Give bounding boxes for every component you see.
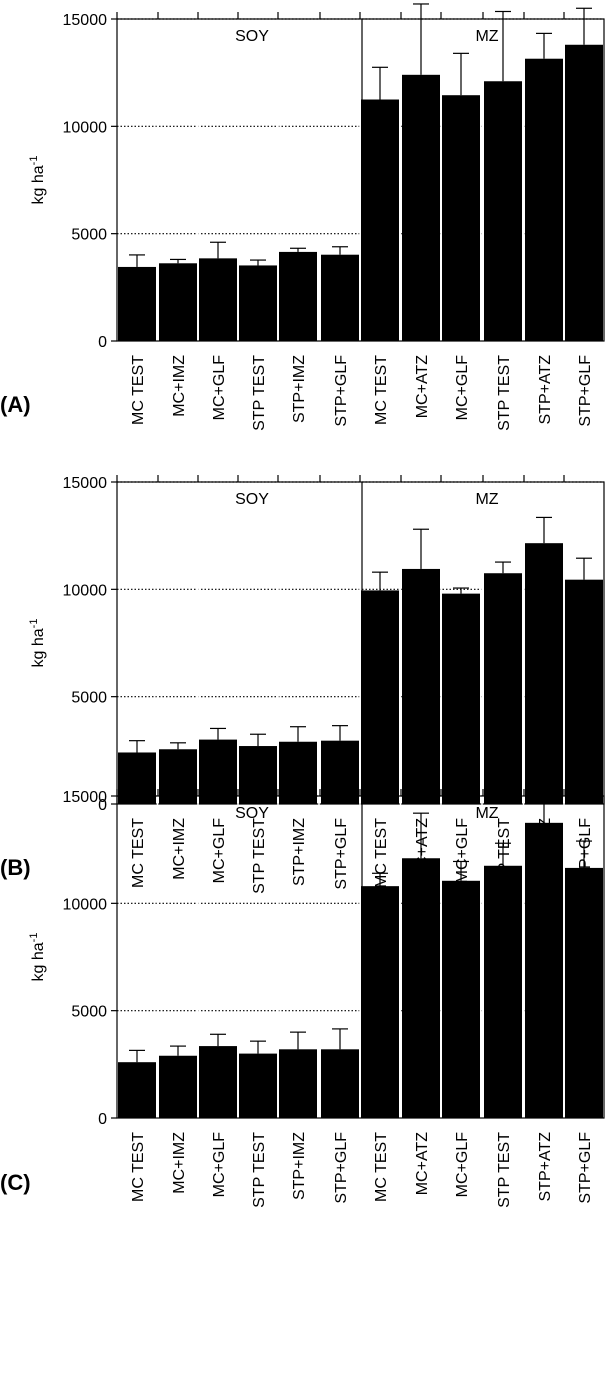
y-tick-label: 10000	[63, 896, 108, 913]
category-label: MC+GLF	[454, 1132, 471, 1198]
category-label: STP+GLF	[333, 355, 350, 427]
bar	[442, 593, 480, 804]
y-axis-label: kg ha-1	[28, 156, 47, 205]
bar	[565, 867, 603, 1118]
y-tick-label: 15000	[63, 789, 108, 806]
bar	[565, 44, 603, 341]
y-axis-label-text: kg ha	[30, 165, 47, 204]
group-label-soy: SOY	[235, 491, 269, 508]
bar	[239, 265, 277, 341]
bar	[525, 822, 563, 1118]
bar	[199, 258, 237, 341]
category-label: MC+ATZ	[414, 1132, 431, 1195]
bar	[361, 590, 399, 804]
y-tick-label: 0	[98, 334, 107, 351]
bar	[118, 1062, 156, 1118]
y-tick-label: 5000	[71, 1004, 107, 1021]
y-tick-label: 15000	[63, 12, 108, 29]
bar	[484, 573, 522, 804]
y-tick-label: 0	[98, 1111, 107, 1128]
category-label: MC+IMZ	[171, 818, 188, 880]
group-label-soy: SOY	[235, 805, 269, 822]
category-label: STP+ATZ	[537, 1132, 554, 1202]
category-label: STP TEST	[251, 355, 268, 431]
category-label: STP+GLF	[577, 355, 594, 427]
bar	[199, 739, 237, 804]
y-axis-label-text: kg ha	[30, 942, 47, 981]
y-axis-label: kg ha-1	[28, 933, 47, 982]
bar	[239, 1053, 277, 1118]
y-axis-label-superscript: -1	[28, 619, 40, 629]
bar	[321, 254, 359, 341]
y-axis-label-superscript: -1	[28, 156, 40, 166]
group-label-mz: MZ	[475, 28, 498, 45]
bar	[199, 1046, 237, 1118]
category-label: STP+ATZ	[537, 355, 554, 425]
category-label: MC+GLF	[211, 818, 228, 884]
bar	[279, 741, 317, 804]
panel-label: (A)	[0, 392, 31, 417]
category-label: STP TEST	[496, 1132, 513, 1208]
bar	[525, 543, 563, 804]
bar	[402, 568, 440, 804]
y-tick-label: 5000	[71, 690, 107, 707]
bar	[321, 1049, 359, 1118]
group-label-mz: MZ	[475, 491, 498, 508]
y-axis-label-text: kg ha	[30, 628, 47, 667]
bar	[361, 99, 399, 341]
bar	[279, 1049, 317, 1118]
bar	[402, 74, 440, 342]
category-label: STP+IMZ	[291, 818, 308, 886]
category-label: MC+GLF	[211, 355, 228, 421]
bar	[402, 858, 440, 1118]
bar	[484, 81, 522, 342]
bar	[565, 579, 603, 804]
category-label: MC+IMZ	[171, 1132, 188, 1194]
y-tick-label: 15000	[63, 475, 108, 492]
bar	[442, 880, 480, 1118]
panel-label: (C)	[0, 1170, 31, 1195]
category-label: MC TEST	[130, 818, 147, 888]
category-label: MC+GLF	[211, 1132, 228, 1198]
category-label: MC TEST	[373, 355, 390, 425]
category-label: MC+GLF	[454, 355, 471, 421]
y-axis-label: kg ha-1	[28, 619, 47, 668]
bar	[159, 263, 197, 341]
bar	[118, 266, 156, 341]
bar	[159, 749, 197, 804]
category-label: STP TEST	[496, 355, 513, 431]
bar	[525, 58, 563, 342]
category-label: STP TEST	[251, 1132, 268, 1208]
y-tick-label: 10000	[63, 119, 108, 136]
panel-label: (B)	[0, 855, 31, 880]
bar	[239, 746, 277, 804]
y-tick-label: 0	[98, 797, 107, 814]
category-label: MC TEST	[130, 355, 147, 425]
category-label: STP+GLF	[333, 1132, 350, 1204]
category-label: MC TEST	[373, 1132, 390, 1202]
category-label: STP+IMZ	[291, 1132, 308, 1200]
y-axis-label-superscript: -1	[28, 933, 40, 943]
y-tick-label: 5000	[71, 227, 107, 244]
category-label: MC TEST	[130, 1132, 147, 1202]
category-label: MC TEST	[373, 818, 390, 888]
y-tick-label: 10000	[63, 582, 108, 599]
bar	[484, 865, 522, 1118]
bar	[279, 251, 317, 341]
category-label: MC+ATZ	[414, 355, 431, 418]
category-label: MC+IMZ	[171, 355, 188, 417]
bar	[442, 95, 480, 341]
category-label: STP+GLF	[333, 818, 350, 890]
category-label: STP+IMZ	[291, 355, 308, 423]
category-label: STP+GLF	[577, 1132, 594, 1204]
group-label-mz: MZ	[475, 805, 498, 822]
bar	[159, 1055, 197, 1118]
category-label: MC+GLF	[454, 818, 471, 884]
bar	[361, 886, 399, 1118]
bar	[321, 740, 359, 804]
category-label: STP TEST	[251, 818, 268, 894]
group-label-soy: SOY	[235, 28, 269, 45]
